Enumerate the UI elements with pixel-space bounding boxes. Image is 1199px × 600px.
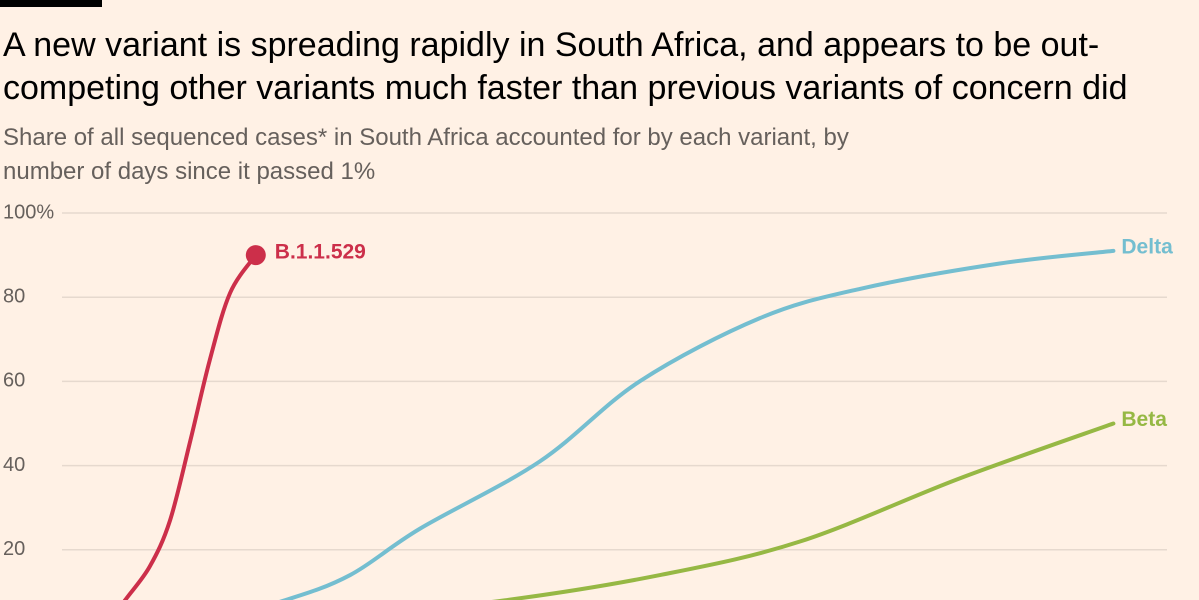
y-tick-label: 100% <box>3 201 54 223</box>
y-tick-label: 20 <box>3 538 25 560</box>
series-line <box>491 421 1116 600</box>
y-tick-label: 40 <box>3 454 25 476</box>
brand-bar <box>0 0 102 7</box>
end-point <box>245 245 266 266</box>
chart-subtitle: Share of all sequenced cases* in South A… <box>3 124 849 185</box>
series-line <box>122 253 258 600</box>
series-label: Beta <box>1121 408 1167 431</box>
series-label: Delta <box>1121 235 1173 258</box>
y-tick-label: 60 <box>3 370 25 392</box>
chart-title: A new variant is spreading rapidly in So… <box>3 26 1128 107</box>
series-line <box>279 248 1116 600</box>
y-tick-label: 80 <box>3 285 25 307</box>
series-label: B.1.1.529 <box>275 241 366 264</box>
